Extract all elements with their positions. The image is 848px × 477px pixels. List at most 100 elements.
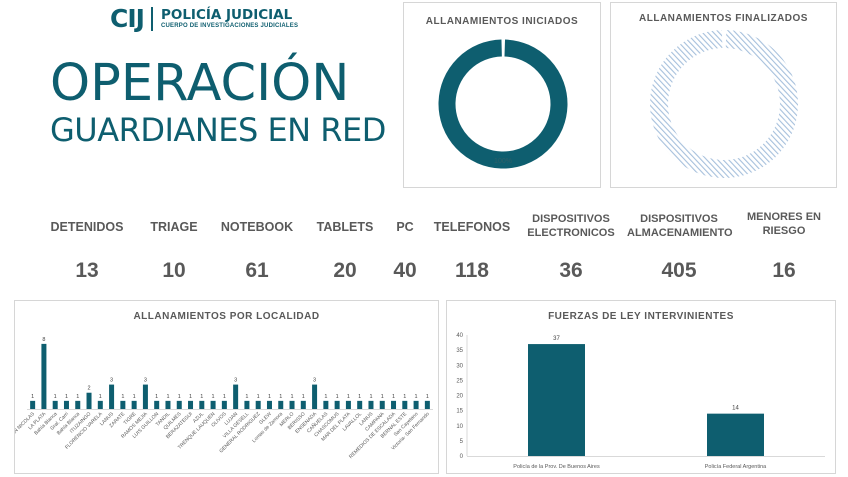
stat-label: DETENIDOS [50, 220, 124, 234]
bar [323, 400, 329, 409]
bar [233, 384, 239, 409]
data-label: 1 [31, 394, 34, 400]
data-label: 1 [99, 394, 102, 400]
data-label: 1 [245, 394, 248, 400]
data-label: 1 [200, 394, 203, 400]
bar [255, 400, 261, 409]
logo-main-text: POLICÍA JUDICIAL [160, 7, 293, 23]
donut-started-label: 100% [494, 158, 512, 165]
card-fuerzas-de-ley: FUERZAS DE LEY INTERVINIENTES 0 5 10 15 20 25… [446, 300, 836, 474]
stat-label-line2: ALMACENAMIENTO [627, 227, 733, 239]
bar [266, 400, 272, 409]
data-label: 1 [302, 394, 305, 400]
data-label: 1 [381, 394, 384, 400]
page-subtitle: GUARDIANES EN RED [50, 111, 386, 149]
category-label: Policía Federal Argentina [705, 464, 767, 470]
stat-value: 10 [162, 259, 186, 282]
stat-dispositivos-almacenamiento: DISPOSITIVOS ALMACENAMIENTO 405 [627, 212, 733, 282]
bar [63, 400, 69, 409]
data-label: 1 [166, 394, 169, 400]
card-allanamientos-finalizados: ALLANAMIENTOS FINALIZADOS [610, 2, 837, 188]
bar [357, 400, 363, 409]
bar [86, 392, 92, 409]
data-label: 1 [403, 394, 406, 400]
data-label: 1 [76, 394, 79, 400]
bar [41, 343, 47, 409]
bar [142, 384, 148, 409]
data-label: 2 [87, 386, 90, 392]
data-label: 3 [313, 378, 316, 384]
stat-value: 61 [245, 259, 269, 282]
bar [379, 400, 385, 409]
stat-dispositivos-electronicos: DISPOSITIVOS ELECTRONICOS 36 [527, 212, 615, 282]
stat-triage: TRIAGE 10 [146, 219, 202, 282]
data-label: 1 [257, 394, 260, 400]
stat-label-line2: ELECTRONICOS [527, 227, 615, 239]
stat-notebook: NOTEBOOK 61 [218, 219, 296, 282]
stat-label: TRIAGE [150, 220, 198, 234]
bar [52, 400, 58, 409]
logo-sub-text: CUERPO DE INVESTIGACIONES JUDICIALES [160, 23, 299, 29]
y-tick-label: 5 [460, 439, 464, 445]
stat-label: DISPOSITIVOS [532, 213, 610, 225]
bar [97, 400, 103, 409]
data-label: 1 [392, 394, 395, 400]
data-label: 1 [121, 394, 124, 400]
data-label: 1 [65, 394, 68, 400]
bar [528, 344, 585, 456]
card-allanamientos-por-localidad: ALLANAMIENTOS POR LOCALIDAD 1 SAN NICOLAS… [14, 300, 439, 474]
data-label: 3 [110, 378, 113, 384]
stat-detenidos: DETENIDOS 13 [50, 219, 124, 282]
stat-label: TELEFONOS [433, 220, 511, 234]
page-title: OPERACIÓN [50, 54, 350, 113]
data-label: 1 [358, 394, 361, 400]
stat-label: PC [396, 220, 414, 234]
data-label: 1 [279, 394, 282, 400]
bar [176, 400, 182, 409]
y-tick-label: 15 [456, 409, 463, 415]
stat-menores-en-riesgo: MENORES EN RIESGO 16 [745, 210, 823, 282]
data-label: 1 [178, 394, 181, 400]
bar [75, 400, 81, 409]
y-tick-label: 20 [456, 394, 463, 400]
stat-label: NOTEBOOK [220, 220, 294, 234]
card-allanamientos-iniciados: ALLANAMIENTOS INICIADOS 100% [403, 2, 601, 188]
stat-label: TABLETS [316, 220, 374, 234]
data-label: 3 [234, 378, 237, 384]
card-title: ALLANAMIENTOS INICIADOS [425, 16, 579, 27]
y-tick-label: 10 [456, 424, 463, 430]
bar [368, 400, 374, 409]
data-label: 1 [223, 394, 226, 400]
bar [402, 400, 408, 409]
bar [131, 400, 137, 409]
bar [154, 400, 160, 409]
bar [289, 400, 295, 409]
data-label: 37 [553, 336, 560, 342]
stat-label: DISPOSITIVOS [640, 213, 718, 225]
data-label: 1 [54, 394, 57, 400]
donut-started: 100% [438, 39, 568, 169]
logo-mark: CIJ [110, 4, 145, 33]
logo-divider [150, 7, 153, 31]
data-label: 14 [732, 406, 739, 412]
data-label: 1 [336, 394, 339, 400]
bar [120, 400, 126, 409]
data-label: 1 [155, 394, 158, 400]
bar [109, 384, 115, 409]
bar [221, 400, 227, 409]
data-label: 8 [42, 337, 45, 343]
bar [391, 400, 397, 409]
stat-pc: PC 40 [388, 219, 422, 282]
bar [413, 400, 419, 409]
chart-title: FUERZAS DE LEY INTERVINIENTES [548, 311, 734, 322]
bar [312, 384, 318, 409]
data-label: 3 [144, 378, 147, 384]
stat-value: 13 [75, 259, 99, 282]
bar [244, 400, 250, 409]
stat-telefonos: TELEFONOS 118 [432, 219, 512, 282]
data-label: 1 [426, 394, 429, 400]
data-label: 1 [189, 394, 192, 400]
stat-label: MENORES EN [747, 211, 821, 223]
cij-logo: CIJ POLICÍA JUDICIAL CUERPO DE INVESTIGA… [110, 6, 298, 32]
